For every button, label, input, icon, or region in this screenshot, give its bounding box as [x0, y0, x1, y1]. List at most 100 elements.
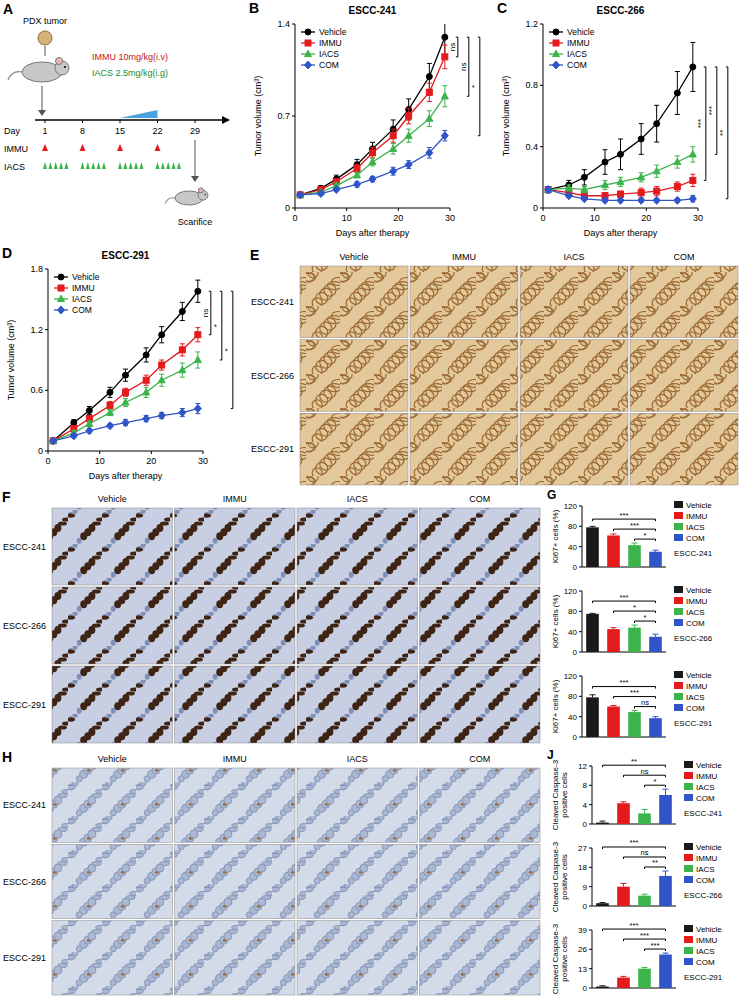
x-axis-title: Days after therapy: [89, 471, 163, 481]
ihc-image: [300, 266, 408, 338]
error-cap: [406, 142, 411, 143]
chart-title: ESCC-266: [684, 891, 723, 900]
point: [405, 132, 412, 138]
x-tick: [203, 451, 204, 454]
error-cap: [603, 174, 608, 175]
sig-label: ***: [707, 106, 716, 115]
y-tick-label: 9: [583, 883, 588, 892]
iacs-dose: [161, 162, 165, 169]
error-cap: [642, 809, 648, 810]
error-cap: [355, 159, 360, 160]
point: [690, 64, 696, 70]
error-cap: [87, 414, 92, 415]
error-line: [665, 871, 666, 876]
row-label: ESCC-241: [3, 800, 46, 810]
y-tick: [589, 785, 592, 786]
bracket-end: [655, 611, 656, 613]
error-cap: [427, 158, 432, 159]
error-cap: [123, 406, 128, 407]
ihc-image: [420, 666, 541, 743]
ihc-image: [630, 266, 738, 338]
ihc-image: [420, 508, 541, 585]
panel-letter: A: [3, 1, 13, 17]
arrow: [42, 86, 43, 112]
legend-label: IACS: [696, 947, 715, 956]
bracket-end: [655, 529, 656, 531]
bar-chart: Cleaved Caspase-3positive cells0132639**…: [551, 921, 723, 995]
error-bar: [144, 375, 149, 385]
legend-swatch: [674, 619, 683, 626]
panel-letter: H: [2, 749, 12, 765]
bracket-end: [623, 857, 624, 859]
sig-label: ns: [459, 62, 468, 70]
error-cap: [675, 181, 680, 182]
legend-label: Vehicle: [696, 761, 722, 770]
x-tick: [698, 208, 699, 211]
point: [122, 399, 129, 405]
error-bar: [159, 413, 164, 419]
point: [86, 427, 93, 435]
bar: [607, 707, 620, 738]
y-axis-title: Ki67+ cells (%): [551, 509, 560, 563]
error-bar: [370, 148, 375, 159]
error-bar: [653, 550, 659, 552]
error-cap: [654, 105, 659, 106]
legend-marker: [305, 40, 311, 46]
bracket-end: [665, 847, 666, 849]
point: [195, 332, 201, 338]
x-tick-label: 10: [590, 213, 600, 223]
x-tick: [450, 208, 451, 211]
y-axis: [48, 269, 49, 451]
legend-label: IMMU: [686, 512, 708, 521]
day-tick: [195, 120, 196, 123]
error-cap: [600, 821, 606, 822]
bracket-line: [479, 37, 480, 136]
x-tick: [295, 208, 296, 211]
error-cap: [180, 343, 185, 344]
point: [653, 167, 660, 173]
error-bar: [600, 985, 606, 987]
chart-title: ESCC-291: [102, 250, 150, 261]
legend-swatch: [684, 936, 693, 943]
bracket-end: [665, 949, 666, 951]
error-cap: [144, 375, 149, 376]
error-bar: [159, 360, 164, 370]
row-label: ESCC-241: [251, 297, 294, 307]
error-cap: [590, 526, 596, 527]
sig-label: ***: [620, 511, 629, 520]
legend-label: Vehicle: [696, 925, 722, 934]
point: [545, 187, 551, 193]
panel-letter: G: [547, 488, 556, 502]
error-bar: [611, 705, 617, 706]
legend-swatch: [674, 586, 683, 593]
bracket-end: [665, 785, 666, 787]
legend-marker: [58, 274, 64, 280]
y-tick: [579, 546, 582, 547]
point: [158, 412, 165, 420]
y-axis: [582, 591, 583, 652]
column-header: Vehicle: [98, 754, 127, 764]
error-cap: [690, 174, 695, 175]
day-tick: [82, 120, 83, 123]
bar: [659, 876, 672, 906]
y-tick-label: 0: [533, 203, 538, 213]
y-tick: [579, 526, 582, 527]
error-bar: [639, 173, 644, 182]
tumor-icon: [38, 31, 52, 45]
bracket-end: [655, 539, 656, 541]
error-cap: [159, 386, 164, 387]
y-tick: [292, 116, 295, 117]
point: [426, 149, 433, 157]
timeline: [35, 119, 222, 121]
error-cap: [195, 341, 200, 342]
y-tick: [579, 567, 582, 568]
error-cap: [427, 63, 432, 64]
point: [70, 432, 77, 440]
y-tick-label: 40: [568, 543, 577, 552]
bar: [628, 712, 641, 737]
legend-label: IMMU: [686, 682, 708, 691]
error-cap: [639, 188, 644, 189]
bracket-end: [613, 529, 614, 531]
legend-label: COM: [696, 794, 715, 803]
bracket-end: [602, 929, 603, 931]
